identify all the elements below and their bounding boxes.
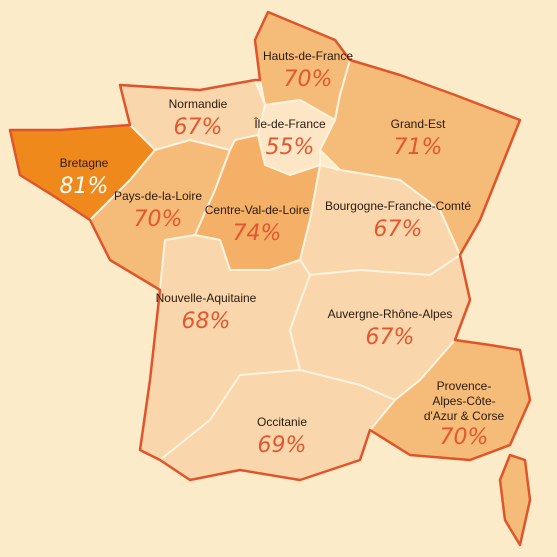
region-value: 55% <box>266 135 315 160</box>
region-name-line: Alpes-Côte- <box>432 394 495 408</box>
region-name: Île-de-France <box>253 116 326 131</box>
coastline <box>8 10 532 482</box>
region-name: Occitanie <box>257 415 307 429</box>
region-value: 67% <box>374 217 423 242</box>
region-value: 67% <box>366 325 415 350</box>
region-name: Auvergne-Rhône-Alpes <box>328 307 453 321</box>
region-value: 81% <box>60 174 109 199</box>
region-name-line: d'Azur & Corse <box>424 409 505 423</box>
region-value: 67% <box>174 115 223 140</box>
region-name: Hauts-de-France <box>263 49 353 63</box>
region-name: Nouvelle-Aquitaine <box>156 291 257 305</box>
region-name: Pays-de-la-Loire <box>114 189 202 203</box>
region-value: 70% <box>284 67 333 92</box>
region-value: 70% <box>440 425 489 450</box>
region-name: Provence-Alpes-Côte-d'Azur & Corse <box>424 379 505 423</box>
region-name: Centre-Val-de-Loire <box>205 203 310 217</box>
region-value: 69% <box>258 433 307 458</box>
region-value: 68% <box>182 309 231 334</box>
region-name: Grand-Est <box>391 117 446 131</box>
region-name-line: Provence- <box>437 379 492 393</box>
region-name: Bourgogne-Franche-Comté <box>325 199 471 213</box>
region-name: Normandie <box>169 97 228 111</box>
coastline <box>498 453 532 547</box>
region-value: 70% <box>134 207 183 232</box>
region-value: 74% <box>233 221 282 246</box>
region-name: Bretagne <box>60 156 109 170</box>
region-value: 71% <box>394 135 443 160</box>
